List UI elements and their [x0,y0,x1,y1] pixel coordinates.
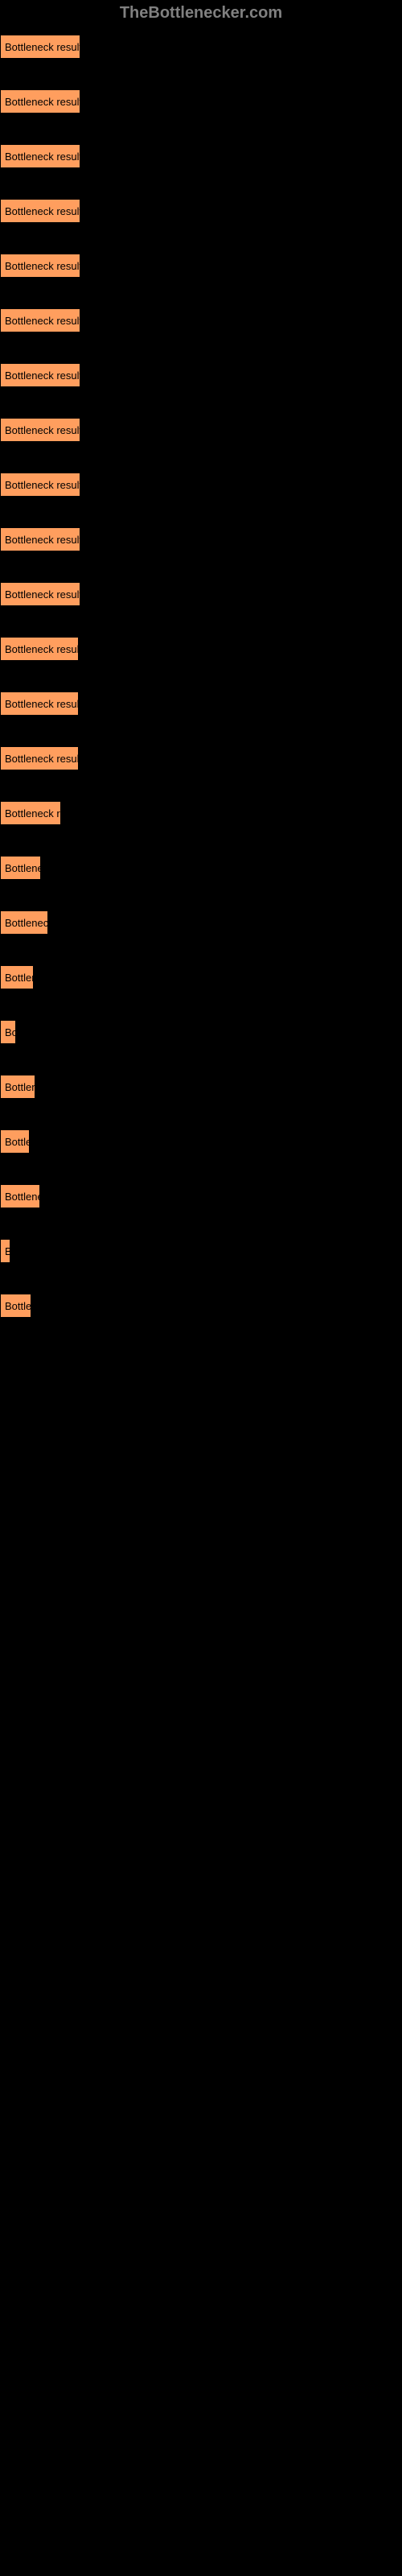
chart-bar: Bottlen [0,965,34,989]
chart-bar: Bottleneck result [0,199,80,223]
chart-bar: Bottleneck [0,910,48,935]
chart-bar: Bottleneck result [0,527,80,551]
bar-row: Bottleneck result [0,199,402,223]
bar-row: Bottleneck result [0,691,402,716]
chart-bar: Bottleneck result [0,746,79,770]
bar-row: Bottleneck result [0,363,402,387]
chart-bar: Bottleneck result [0,89,80,114]
chart-bar: Bottleneck result [0,308,80,332]
bar-row: Bottlene [0,856,402,880]
bar-row: Bottleneck result [0,527,402,551]
bar-row: Bottleneck result [0,35,402,59]
bar-row: B [0,1239,402,1263]
chart-bar: Bottleneck result [0,473,80,497]
bar-row: Bottle [0,1294,402,1318]
chart-bar: Bottlene [0,856,41,880]
chart-bar: Bottleneck result [0,144,80,168]
chart-bar: Bottleneck result [0,254,80,278]
bar-row: Bottleneck result [0,89,402,114]
bar-row: Bottleneck result [0,144,402,168]
chart-bar: Bottle [0,1129,30,1154]
bar-row: Bottleneck result [0,637,402,661]
chart-bar: Bottlen [0,1075,35,1099]
chart-bar: Bo [0,1020,16,1044]
chart-bar: Bottlene [0,1184,40,1208]
chart-bar: Bottleneck result [0,418,80,442]
chart-bar: Bottleneck re [0,801,61,825]
bar-row: Bottlen [0,1075,402,1099]
chart-bar: Bottle [0,1294,31,1318]
chart-bar: Bottleneck result [0,637,79,661]
bar-row: Bottlen [0,965,402,989]
bar-row: Bottle [0,1129,402,1154]
bar-row: Bottleneck result [0,582,402,606]
site-header: TheBottlenecker.com [0,4,402,23]
chart-bar: Bottleneck result [0,691,79,716]
bar-row: Bottleneck result [0,308,402,332]
bar-row: Bottleneck [0,910,402,935]
chart-bar: Bottleneck result [0,363,80,387]
chart-bar: Bottleneck result [0,582,80,606]
bar-row: Bo [0,1020,402,1044]
bar-row: Bottleneck result [0,746,402,770]
chart-bar: B [0,1239,10,1263]
chart-bar: Bottleneck result [0,35,80,59]
bar-row: Bottleneck result [0,418,402,442]
bar-row: Bottleneck result [0,254,402,278]
bar-row: Bottlene [0,1184,402,1208]
bar-row: Bottleneck re [0,801,402,825]
bar-row: Bottleneck result [0,473,402,497]
bar-chart: Bottleneck result Bottleneck result Bottle… [0,35,402,1318]
